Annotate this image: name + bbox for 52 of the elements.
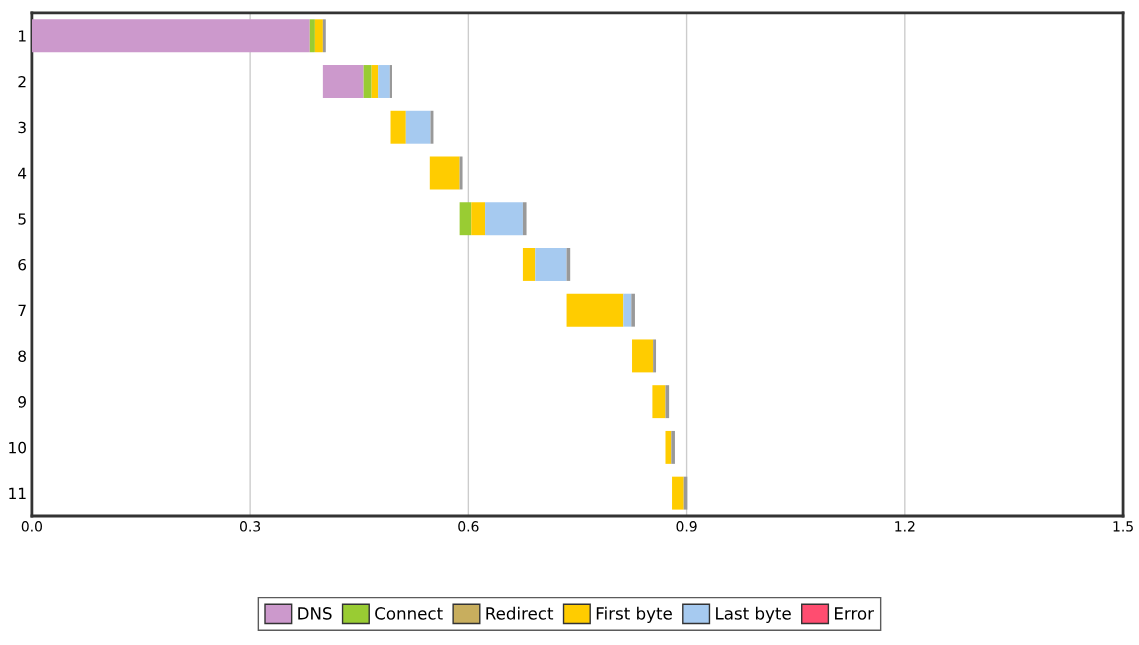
bar: [522, 247, 536, 281]
x-tick-label: 1.5: [1113, 521, 1133, 532]
bar: [459, 156, 463, 190]
bar: [665, 430, 672, 464]
y-tick-label: 3: [18, 121, 26, 134]
y-tick-label: 6: [18, 258, 27, 271]
bar: [322, 19, 326, 53]
legend-label: DNS: [298, 607, 332, 620]
legend-label: Redirect: [486, 606, 554, 620]
bar: [671, 430, 675, 464]
y-tick-label: 5: [18, 213, 26, 225]
x-tick-label: 0.6: [458, 521, 479, 532]
bar: [363, 65, 372, 98]
y-tick-label: 9: [18, 396, 26, 408]
y-tick-label: 10: [9, 441, 27, 454]
bar: [653, 339, 657, 373]
bar: [632, 339, 654, 373]
legend-label: Error: [835, 607, 874, 620]
bar: [31, 19, 310, 53]
bar: [623, 293, 632, 327]
y-tick-label: 1: [18, 30, 26, 42]
y-tick-label: 8: [18, 350, 26, 362]
bar: [566, 293, 624, 327]
bar: [672, 476, 684, 510]
bar: [371, 65, 379, 98]
legend-label: First byte: [596, 606, 672, 623]
bar: [429, 156, 460, 190]
y-tick-label: 2: [18, 75, 26, 88]
x-tick-label: 0.9: [676, 521, 697, 532]
bar: [522, 202, 527, 236]
bar: [459, 202, 472, 236]
bar: [535, 247, 567, 281]
bar: [389, 65, 392, 98]
bar: [309, 19, 315, 53]
y-tick-label: 11: [9, 487, 26, 499]
bar: [485, 202, 523, 236]
bar: [631, 293, 635, 327]
bar: [322, 65, 364, 98]
y-tick-label: 7: [18, 304, 26, 316]
bar: [665, 385, 670, 419]
bar: [390, 110, 406, 144]
legend-label: Connect: [375, 607, 443, 620]
x-tick-label: 0.0: [21, 521, 43, 532]
x-tick-label: 1.2: [895, 521, 915, 532]
bar: [652, 385, 666, 419]
bar: [314, 19, 323, 53]
bar: [378, 65, 390, 98]
x-tick-label: 0.3: [240, 521, 261, 532]
legend-label: Last byte: [716, 606, 791, 623]
bar: [471, 202, 486, 236]
bar: [405, 110, 431, 144]
y-tick-label: 4: [18, 167, 27, 179]
